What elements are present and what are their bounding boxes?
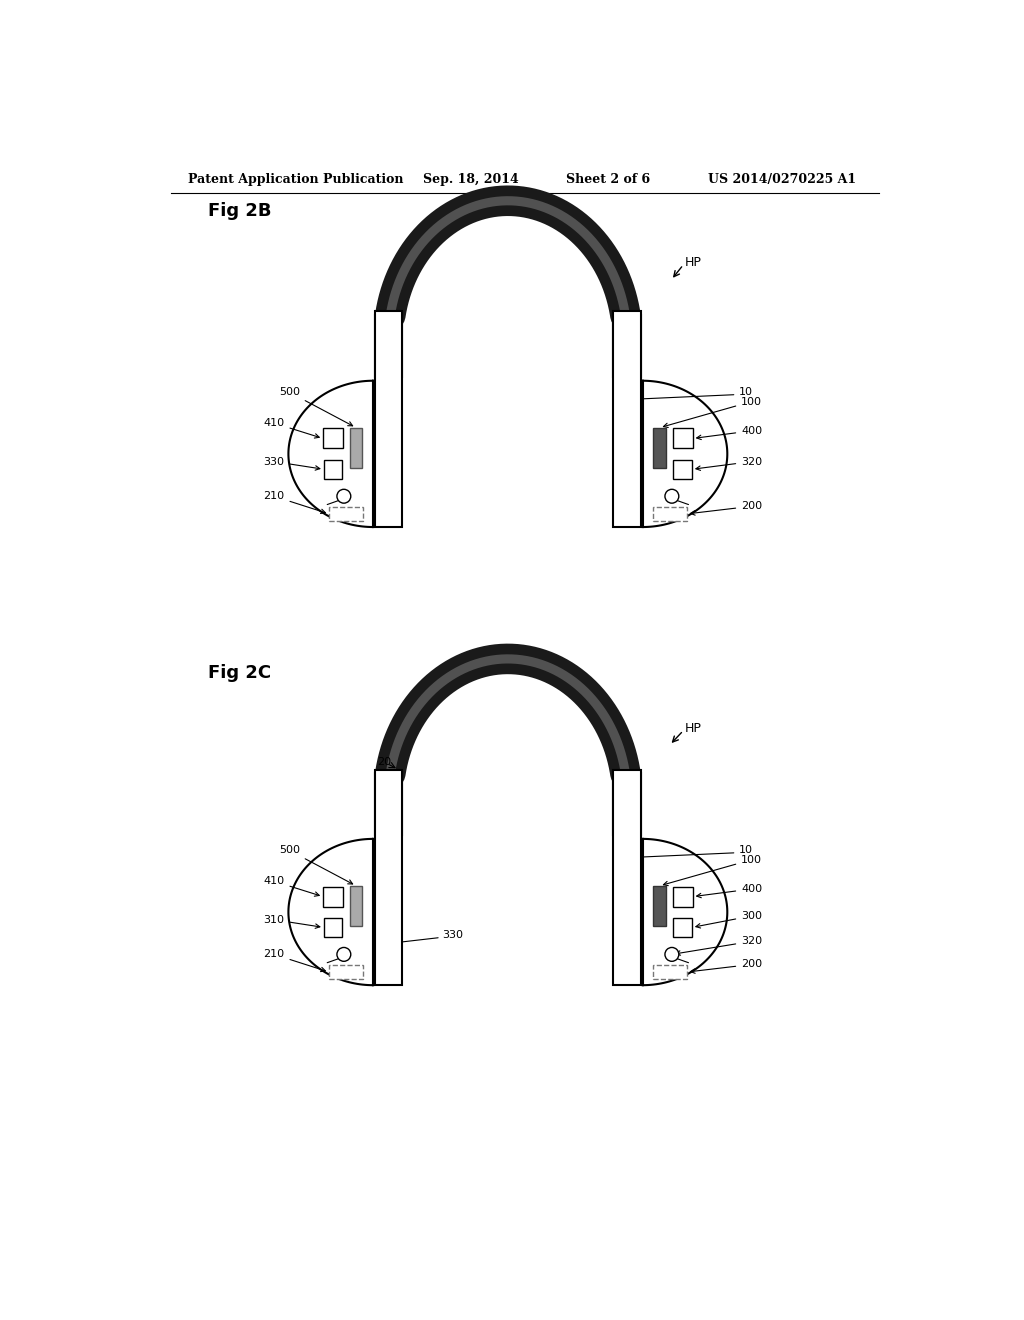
Text: 10: 10 [739,387,753,397]
Text: US 2014/0270225 A1: US 2014/0270225 A1 [708,173,856,186]
Bar [673,887,692,907]
Bar [324,461,342,479]
Circle shape [337,948,351,961]
Bar [330,507,364,521]
Polygon shape [643,380,727,527]
Text: Patent Application Publication: Patent Application Publication [188,173,403,186]
Bar [350,886,362,925]
Text: 400: 400 [696,884,762,898]
Bar [324,919,342,937]
Text: 200: 200 [690,502,762,515]
Text: 320: 320 [696,457,762,470]
Text: 10: 10 [739,845,753,855]
Polygon shape [643,840,727,985]
Text: 330: 330 [263,457,319,470]
Bar [613,770,641,985]
Text: 300: 300 [696,911,762,928]
Text: 400: 400 [696,426,762,440]
Text: 20: 20 [378,756,392,767]
Bar [613,774,641,836]
Bar [375,315,402,378]
Text: 500: 500 [279,845,352,884]
Bar [613,312,641,527]
Text: Sheet 2 of 6: Sheet 2 of 6 [565,173,650,186]
Bar [652,507,686,521]
Text: 410: 410 [263,876,319,896]
Text: 200: 200 [690,960,762,973]
Text: 330: 330 [442,931,464,940]
Bar [674,919,692,937]
Text: Fig 2C: Fig 2C [208,664,270,682]
Bar [674,461,692,479]
Bar [653,886,666,925]
Bar [330,965,364,979]
Text: 320: 320 [676,936,762,956]
Text: 310: 310 [263,915,319,928]
Bar [323,429,343,449]
Text: Fig 2B: Fig 2B [208,202,271,220]
Bar [350,428,362,467]
Bar [613,315,641,378]
Bar [375,312,402,527]
Circle shape [665,490,679,503]
Circle shape [665,948,679,961]
Text: 20: 20 [335,515,349,524]
Text: 500: 500 [279,387,352,426]
Text: 210: 210 [263,491,326,513]
Bar [652,965,686,979]
Circle shape [337,490,351,503]
Polygon shape [289,840,373,985]
Bar [375,774,402,836]
Bar [323,887,343,907]
Text: 100: 100 [664,854,762,886]
Text: HP: HP [685,722,701,735]
Bar [375,770,402,985]
Text: Sep. 18, 2014: Sep. 18, 2014 [423,173,519,186]
Text: 410: 410 [263,418,319,438]
Text: 100: 100 [664,396,762,428]
Polygon shape [289,380,373,527]
Text: 210: 210 [263,949,326,972]
Bar [673,429,692,449]
Text: HP: HP [685,256,701,269]
Bar [653,428,666,467]
